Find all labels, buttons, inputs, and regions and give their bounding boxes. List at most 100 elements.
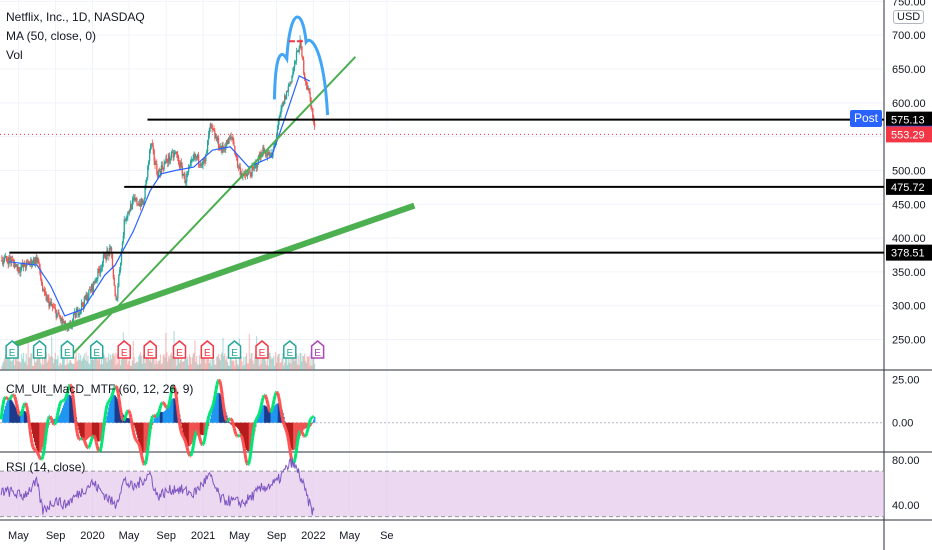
candle-body <box>212 128 214 130</box>
macd-line-segment <box>241 442 246 449</box>
volume-bar <box>3 361 5 370</box>
volume-bar <box>281 358 283 370</box>
candle-body <box>55 309 57 318</box>
macd-histogram-bar <box>304 422 307 429</box>
macd-line-segment <box>255 416 260 420</box>
macd-histogram-bar <box>141 422 144 452</box>
volume-bar <box>305 362 308 370</box>
price-tag-label: 475.72 <box>891 182 925 194</box>
volume-bar <box>219 360 221 370</box>
macd-line-segment <box>260 397 265 402</box>
candle-body <box>229 136 231 140</box>
volume-bar <box>36 359 38 370</box>
candle-body <box>103 253 105 256</box>
macd-histogram-bar <box>198 422 201 435</box>
candle-body <box>203 159 205 162</box>
macd-line-segment <box>124 411 129 415</box>
macd-line-segment <box>174 395 179 404</box>
candle-body <box>154 160 156 165</box>
volume-bar <box>110 354 112 370</box>
candle-body <box>211 125 213 129</box>
macd-histogram-bar <box>203 422 205 435</box>
macd-line-segment <box>29 437 34 444</box>
macd-line-segment <box>54 419 58 424</box>
volume-bar <box>307 356 309 370</box>
macd-histogram-bar <box>33 422 36 442</box>
volume-bar <box>128 361 130 370</box>
candle-body <box>119 270 121 276</box>
macd-line-segment <box>111 389 116 394</box>
candle-body <box>185 181 187 184</box>
macd-line-segment <box>266 403 271 408</box>
macd-histogram-bar <box>172 398 174 423</box>
macd-histogram-bar <box>247 422 250 452</box>
volume-bar <box>168 355 170 370</box>
macd-histogram-bar <box>275 403 278 423</box>
macd-line-segment <box>36 451 40 456</box>
macd-line-segment <box>57 403 62 408</box>
macd-histogram-bar <box>238 422 241 431</box>
volume-bar <box>256 355 259 370</box>
volume-bar <box>62 352 65 370</box>
macd-line-segment <box>300 431 305 436</box>
candle-body <box>56 313 58 318</box>
macd-line-segment <box>211 399 216 405</box>
macd-histogram-bar <box>99 422 101 442</box>
macd-line-segment <box>131 427 136 433</box>
macd-histogram-bar <box>139 422 142 448</box>
candle-body <box>245 173 247 176</box>
volume-bar <box>271 359 273 370</box>
candle-body <box>84 296 86 299</box>
macd-line-segment <box>155 413 160 417</box>
volume-bar <box>239 358 241 370</box>
macd-line-segment <box>56 406 61 412</box>
candle-body <box>303 60 305 74</box>
volume-bar <box>163 353 165 370</box>
volume-bar <box>222 337 224 370</box>
time-tick-label: May <box>229 530 250 542</box>
candle-body <box>292 72 294 77</box>
volume-bar <box>197 364 199 370</box>
macd-line-segment <box>288 452 293 459</box>
volume-bar <box>124 354 126 370</box>
candle-body <box>23 262 26 267</box>
volume-bar <box>236 359 238 370</box>
candle-body <box>176 152 178 155</box>
candle-body <box>101 262 104 268</box>
currency-badge[interactable]: USD <box>893 10 925 24</box>
candle-body <box>51 302 53 306</box>
macd-line-segment <box>229 417 233 421</box>
candle-body <box>72 314 75 320</box>
candle-body <box>304 79 307 82</box>
volume-bar <box>259 358 261 370</box>
candle-body <box>48 298 50 307</box>
volume-bar <box>137 362 139 370</box>
macd-histogram-bar <box>82 422 85 441</box>
macd-line-segment <box>310 416 314 420</box>
volume-bar <box>306 356 308 370</box>
candle-body <box>75 311 77 318</box>
candle-body <box>5 256 8 260</box>
macd-line-segment <box>70 388 75 395</box>
candle-body <box>4 256 7 258</box>
macd-line-segment <box>259 404 263 410</box>
macd-line-segment <box>4 395 8 399</box>
macd-histogram-bar <box>312 422 314 423</box>
earnings-marker-letter: E <box>121 348 128 359</box>
macd-line-segment <box>88 441 93 446</box>
candle-body <box>144 186 146 200</box>
volume-bar <box>231 360 233 370</box>
volume-bar <box>258 365 260 370</box>
volume-bar <box>126 358 128 370</box>
macd-line-segment <box>91 434 95 438</box>
macd-histogram-bar <box>87 422 89 439</box>
candle-body <box>198 163 201 165</box>
macd-histogram-bar <box>184 422 186 441</box>
macd-line-segment <box>74 427 79 435</box>
volume-bar <box>81 359 84 370</box>
earnings-marker: E <box>255 340 269 359</box>
candle-body <box>169 158 172 161</box>
volume-bar <box>145 354 147 370</box>
candle-body <box>157 173 159 179</box>
